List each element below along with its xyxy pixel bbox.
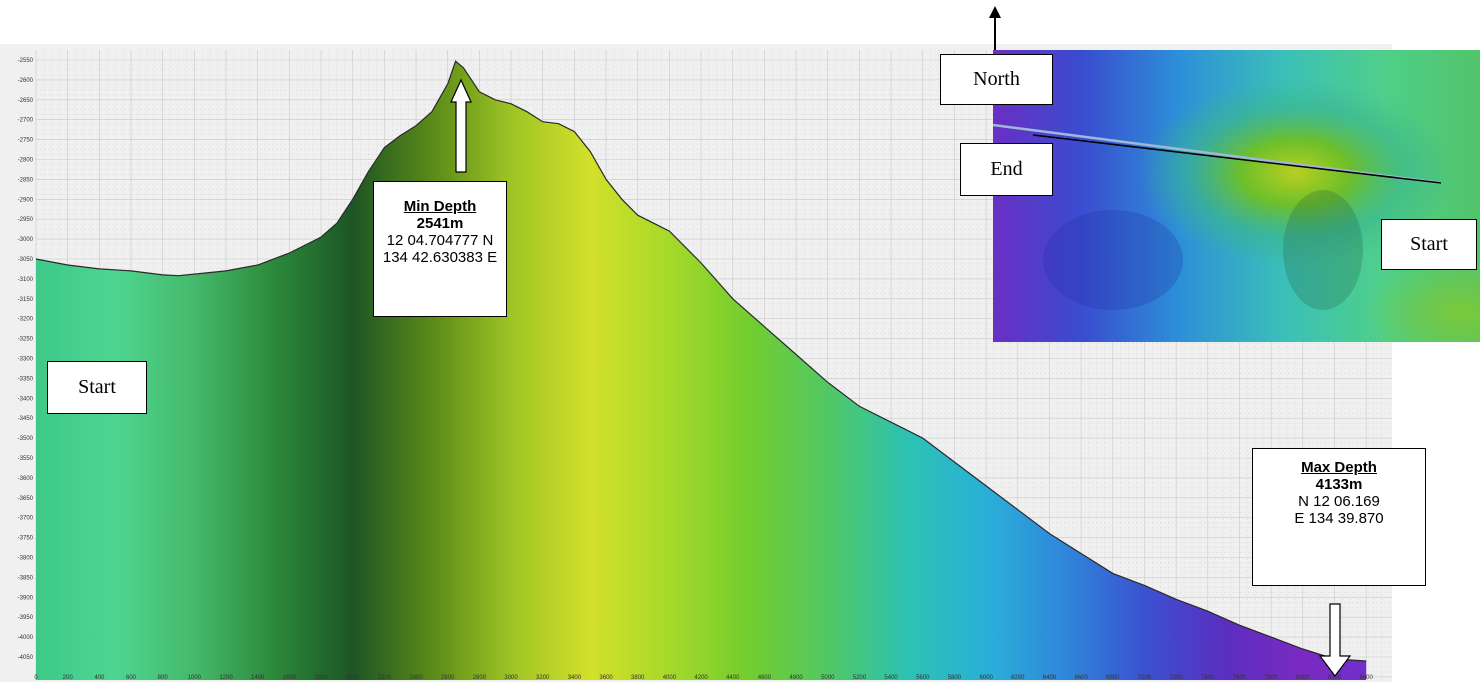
north-arrow-icon	[989, 6, 1001, 50]
y-tick-label: -3050	[18, 257, 34, 263]
arrow-up-icon	[450, 78, 472, 173]
x-axis-ticks: 0 200 400 600 800 1000 1200 1400 1600 1800 2000 220…	[34, 675, 1373, 681]
x-tick-label: 6600	[1074, 675, 1088, 681]
y-tick-label: -2650	[18, 98, 34, 104]
y-tick-label: -2950	[18, 217, 34, 223]
bathymetry-map	[993, 50, 1480, 342]
max-depth-latitude: N 12 06.169	[1298, 493, 1380, 510]
max-depth-callout: Max Depth 4133m N 12 06.169 E 134 39.870	[1252, 448, 1426, 586]
x-tick-label: 2200	[378, 675, 392, 681]
arrow-down-icon	[1318, 603, 1352, 677]
start-label-profile: Start	[47, 361, 147, 414]
x-tick-label: 6000	[979, 675, 993, 681]
x-tick-label: 8200	[1328, 675, 1342, 681]
y-tick-label: -3800	[18, 556, 34, 562]
x-tick-label: 600	[126, 675, 137, 681]
max-depth-longitude: E 134 39.870	[1294, 510, 1384, 527]
x-tick-label: 3400	[568, 675, 582, 681]
y-tick-label: -2700	[18, 118, 34, 124]
x-tick-label: 6800	[1106, 675, 1120, 681]
y-axis-ticks: -2550 -2600 -2650 -2700 -2750 -2800 -2850 -2900…	[18, 58, 34, 661]
x-tick-label: 6200	[1011, 675, 1025, 681]
y-tick-label: -3150	[18, 297, 34, 303]
y-tick-label: -2550	[18, 58, 34, 64]
north-label: North	[940, 54, 1053, 105]
x-tick-label: 7000	[1138, 675, 1152, 681]
x-tick-label: 7200	[1169, 675, 1183, 681]
x-tick-label: 2600	[441, 675, 455, 681]
min-depth-latitude: 12 04.704777 N	[386, 232, 494, 249]
x-tick-label: 4800	[789, 675, 803, 681]
x-tick-label: 7800	[1264, 675, 1278, 681]
x-tick-label: 1200	[219, 675, 233, 681]
x-tick-label: 4400	[726, 675, 740, 681]
transect-line-shadow	[993, 123, 1442, 185]
x-tick-label: 5000	[821, 675, 835, 681]
x-tick-label: 6400	[1043, 675, 1057, 681]
y-tick-label: -2600	[18, 78, 34, 84]
y-tick-label: -3250	[18, 337, 34, 343]
y-tick-label: -3350	[18, 376, 34, 382]
x-tick-label: 1600	[283, 675, 297, 681]
x-tick-label: 2800	[473, 675, 487, 681]
y-tick-label: -3700	[18, 516, 34, 522]
y-tick-label: -3900	[18, 595, 34, 601]
x-tick-label: 5800	[948, 675, 962, 681]
y-tick-label: -3400	[18, 396, 34, 402]
x-tick-label: 1000	[188, 675, 202, 681]
y-tick-label: -3000	[18, 237, 34, 243]
y-tick-label: -3600	[18, 476, 34, 482]
y-tick-label: -4050	[18, 655, 34, 661]
y-tick-label: -4000	[18, 635, 34, 641]
x-tick-label: 800	[158, 675, 169, 681]
y-tick-label: -2750	[18, 138, 34, 144]
x-tick-label: 200	[63, 675, 74, 681]
x-tick-label: 8000	[1296, 675, 1310, 681]
y-tick-label: -3950	[18, 615, 34, 621]
x-tick-label: 5600	[916, 675, 930, 681]
x-tick-label: 4000	[663, 675, 677, 681]
x-tick-label: 7400	[1201, 675, 1215, 681]
x-tick-label: 0	[34, 675, 38, 681]
x-tick-label: 5400	[884, 675, 898, 681]
max-depth-value: 4133m	[1315, 476, 1363, 493]
x-tick-label: 8400	[1359, 675, 1373, 681]
x-tick-label: 3600	[599, 675, 613, 681]
min-depth-callout: Min Depth 2541m 12 04.704777 N 134 42.63…	[373, 181, 507, 317]
y-tick-label: -3500	[18, 436, 34, 442]
end-label: End	[960, 143, 1053, 196]
x-tick-label: 4600	[758, 675, 772, 681]
map-image	[993, 50, 1480, 342]
max-depth-title: Max Depth	[1301, 459, 1377, 476]
x-tick-label: 2000	[346, 675, 360, 681]
y-tick-label: -3450	[18, 416, 34, 422]
y-tick-label: -3300	[18, 357, 34, 363]
min-depth-title: Min Depth	[403, 198, 477, 215]
x-tick-label: 1800	[314, 675, 328, 681]
x-tick-label: 7600	[1233, 675, 1247, 681]
x-tick-label: 2400	[409, 675, 423, 681]
min-depth-value: 2541m	[416, 215, 464, 232]
y-tick-label: -2900	[18, 197, 34, 203]
y-tick-label: -2800	[18, 158, 34, 164]
y-tick-label: -3750	[18, 536, 34, 542]
x-tick-label: 3000	[504, 675, 518, 681]
y-tick-label: -3550	[18, 456, 34, 462]
x-tick-label: 5200	[853, 675, 867, 681]
start-label-map: Start	[1381, 219, 1477, 270]
x-tick-label: 400	[94, 675, 105, 681]
y-tick-label: -3100	[18, 277, 34, 283]
y-tick-label: -2850	[18, 177, 34, 183]
y-tick-label: -3650	[18, 496, 34, 502]
x-tick-label: 1400	[251, 675, 265, 681]
x-tick-label: 4200	[694, 675, 708, 681]
transect-line	[1032, 134, 1442, 184]
x-tick-label: 3200	[536, 675, 550, 681]
min-depth-longitude: 134 42.630383 E	[382, 249, 498, 266]
x-tick-label: 3800	[631, 675, 645, 681]
y-tick-label: -3200	[18, 317, 34, 323]
depth-profile-line	[35, 60, 1367, 662]
y-tick-label: -3850	[18, 575, 34, 581]
